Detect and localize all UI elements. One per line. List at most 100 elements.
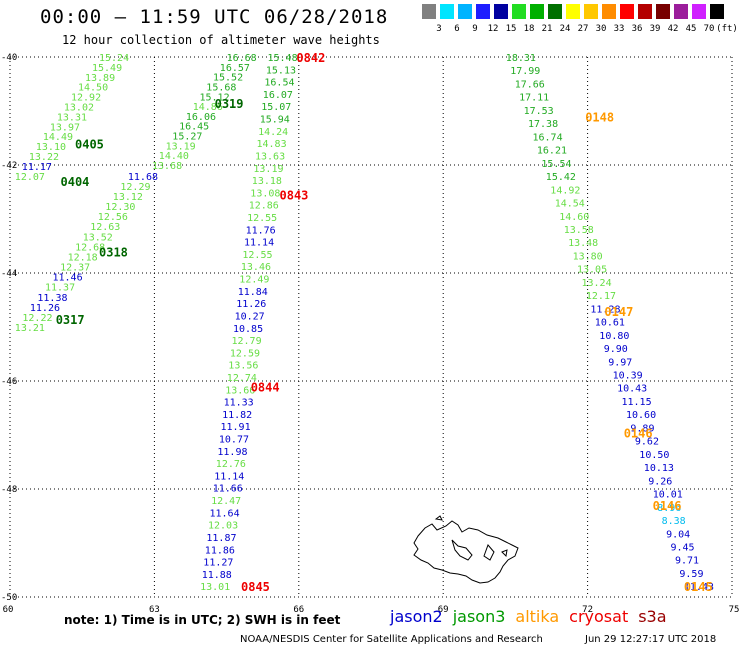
axis-labels: -40 -42 -44 -46 -48 -50 60 63 66 69 72 75: [1, 53, 739, 615]
wave-height-value: 10.43: [617, 384, 647, 395]
scale-swatch: [674, 4, 688, 19]
wave-height-value: 15.52: [213, 73, 243, 84]
wave-height-value: 12.17: [586, 291, 616, 302]
wave-height-value: 18.31: [506, 53, 536, 64]
scale-swatch: [494, 4, 508, 19]
wave-height-value: 12.47: [211, 496, 241, 507]
wave-height-value: 8.96: [657, 503, 681, 514]
wave-height-value: 13.18: [252, 176, 282, 187]
wave-height-value: 13.58: [564, 225, 594, 236]
scale-swatch: [620, 4, 634, 19]
wave-height-value: 13.46: [241, 262, 271, 273]
wave-height-value: 15.68: [206, 83, 236, 94]
wave-height-value: 15.12: [200, 92, 230, 103]
wave-height-value: 11.14: [214, 471, 244, 482]
wave-height-tracks: 15.2415.4913.8914.5012.9213.0213.3113.97…: [15, 53, 714, 593]
wave-height-value: 12.30: [105, 202, 135, 213]
wave-height-value: 13.19: [166, 141, 196, 152]
pass-time-label: 0845: [241, 580, 270, 594]
wave-height-value: 9.71: [675, 556, 699, 567]
wave-height-value: 12.07: [15, 172, 45, 183]
pass-time-label: 0148: [585, 110, 614, 124]
wave-height-value: 12.55: [242, 250, 272, 261]
wave-height-value: 13.05: [577, 265, 607, 276]
pass-time-label: 0146: [653, 499, 682, 513]
wave-height-value: 10.77: [219, 435, 249, 446]
scale-swatch: [530, 4, 544, 19]
scale-label: 9: [472, 24, 478, 34]
wave-height-value: 12.86: [249, 201, 279, 212]
wave-height-value: 10.01: [653, 490, 683, 501]
wave-height-value: 13.48: [568, 238, 598, 249]
scale-label: 27: [577, 24, 589, 34]
wave-height-value: 10.61: [595, 318, 625, 329]
wave-height-value: 12.92: [71, 93, 101, 104]
wave-height-value: 13.52: [83, 232, 113, 243]
wave-height-value: 10.85: [233, 324, 263, 335]
wave-height-value: 16.21: [537, 146, 567, 157]
wave-height-value: 15.27: [172, 132, 202, 143]
pass-time-label: 0404: [61, 175, 90, 189]
wave-height-value: 13.66: [225, 385, 255, 396]
pass-time-label: 0843: [280, 189, 309, 203]
wave-height-value: 12.22: [22, 313, 52, 324]
scale-label: 18: [523, 24, 535, 34]
wave-height-value: 15.07: [261, 102, 291, 113]
pass-time-labels: 0842 0319 0405 0404 0843 0318 0317 0844 0845 0148…: [56, 51, 713, 594]
wave-height-value: 16.06: [186, 112, 216, 123]
scale-swatch: [638, 4, 652, 19]
wave-height-value: 11.86: [205, 545, 235, 556]
wave-height-value: 16.07: [263, 90, 293, 101]
wave-height-value: 13.02: [64, 103, 94, 114]
scale-label: 33: [613, 24, 625, 34]
island-shape: [413, 520, 519, 584]
map-subtitle: 12 hour collection of altimeter wave hei…: [62, 33, 380, 47]
wave-height-value: 13.21: [15, 323, 45, 334]
wave-height-value: 9.62: [635, 437, 659, 448]
wave-height-value: 11.88: [202, 570, 232, 581]
wave-height-value: 11.98: [217, 447, 247, 458]
wave-height-value: 8.38: [662, 516, 686, 527]
wave-height-value: 11.43: [684, 582, 714, 593]
note-text: note: 1) Time is in UTC; 2) SWH is in fe…: [64, 613, 341, 627]
lat-label: -46: [1, 377, 17, 387]
wave-height-value: 10.27: [235, 311, 265, 322]
scale-label: 45: [685, 24, 697, 34]
wave-height-value: 16.57: [220, 63, 250, 74]
wave-height-value: 17.11: [519, 93, 549, 104]
island-bay: [451, 539, 473, 561]
wave-height-value: 11.84: [238, 287, 268, 298]
wave-height-value: 17.38: [528, 119, 558, 130]
scale-label: 42: [667, 24, 679, 34]
scale-label: 12: [487, 24, 499, 34]
lon-label: 75: [729, 605, 740, 615]
wave-height-value: 11.37: [45, 283, 75, 294]
wave-height-value: 13.12: [113, 192, 143, 203]
wave-height-value: 12.76: [216, 459, 246, 470]
wave-height-value: 9.04: [666, 529, 690, 540]
wave-height-value: 11.26: [30, 303, 60, 314]
scale-swatch: [584, 4, 598, 19]
pass-time-label: 0317: [56, 313, 85, 327]
wave-height-value: 9.89: [630, 423, 654, 434]
wave-height-value: 11.15: [622, 397, 652, 408]
wave-height-value: 11.66: [213, 484, 243, 495]
wave-height-value: 15.54: [541, 159, 571, 170]
pass-time-label: 0842: [296, 51, 325, 65]
scale-label: 30: [595, 24, 607, 34]
wave-height-value: 14.54: [555, 199, 585, 210]
pass-time-label: 0145: [684, 580, 713, 594]
islet: [434, 515, 443, 521]
map-title: 00:00 – 11:59 UTC 06/28/2018: [40, 6, 389, 28]
wave-height-value: 12.49: [239, 275, 269, 286]
scale-swatch: [710, 4, 724, 19]
wave-height-value: 12.68: [75, 242, 105, 253]
wave-height-value: 14.49: [43, 132, 73, 143]
wave-height-value: 11.87: [206, 533, 236, 544]
wave-height-value: 11.76: [246, 225, 276, 236]
wave-height-value: 10.13: [644, 463, 674, 474]
wave-height-value: 17.99: [510, 66, 540, 77]
scale-swatch: [566, 4, 580, 19]
wave-height-value: 15.94: [260, 115, 290, 126]
